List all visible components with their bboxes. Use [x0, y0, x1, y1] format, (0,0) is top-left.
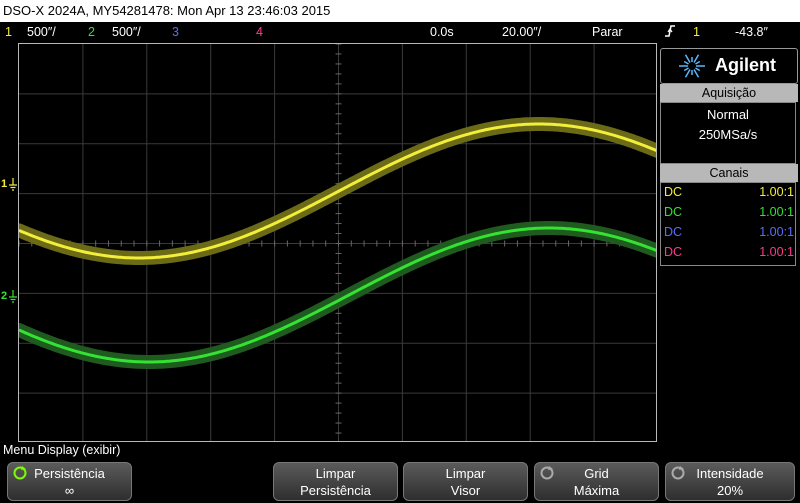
ch1-scale[interactable]: 500″/ [27, 25, 56, 39]
channel-coupling: DC [664, 225, 683, 239]
softkey-intensity[interactable]: Intensidade 20% [665, 462, 795, 501]
softkey-value: 20% [716, 483, 744, 498]
spark-ray [684, 54, 691, 63]
channel-row: DC 1.00:1 [664, 225, 794, 243]
ch1-waveform [19, 122, 656, 260]
channel-coupling: DC [664, 205, 683, 219]
run-state[interactable]: Parar [592, 25, 623, 39]
acquisition-header: Aquisição [660, 84, 798, 102]
softkey-label: Persistência [34, 466, 105, 481]
channel-probe: 1.00:1 [759, 205, 794, 219]
agilent-spark-icon [679, 54, 705, 78]
acquisition-rate: 250MSa/s [698, 127, 758, 142]
menu-title: Menu Display (exibir) [3, 443, 121, 457]
ch1-ground-marker[interactable]: 1 [1, 178, 17, 191]
ch3-number[interactable]: 3 [172, 25, 179, 39]
softkey-value: ∞ [64, 483, 75, 498]
waveform-display[interactable] [18, 43, 657, 442]
channel-probe: 1.00:1 [759, 185, 794, 199]
softkey-label: Intensidade [696, 466, 764, 481]
channel-row: DC 1.00:1 [664, 205, 794, 223]
trigger-level[interactable]: -43.8″ [735, 25, 768, 39]
ground-icon [9, 178, 17, 191]
softkey-value: Máxima [573, 483, 620, 498]
channel-coupling: DC [664, 245, 683, 259]
spark-ray [695, 67, 701, 72]
trigger-edge-icon [664, 24, 676, 41]
softkey-label: Grid [584, 466, 609, 481]
softkey-clear-display[interactable]: Limpar Visor [403, 462, 528, 501]
ch4-number[interactable]: 4 [256, 25, 263, 39]
channel-row: DC 1.00:1 [664, 245, 794, 263]
window-title: DSO-X 2024A, MY54281478: Mon Apr 13 23:4… [0, 0, 800, 22]
brand-logo: Agilent [660, 48, 798, 84]
spark-ray [684, 69, 691, 78]
ch2-number[interactable]: 2 [88, 25, 95, 39]
trigger-source[interactable]: 1 [693, 25, 700, 39]
softkey-label: Limpar [315, 466, 356, 481]
channel-row: DC 1.00:1 [664, 185, 794, 203]
spark-ray [683, 60, 689, 65]
channel-coupling: DC [664, 185, 683, 199]
softkey-value: Visor [450, 483, 481, 498]
spark-ray [683, 67, 689, 72]
softkey-clear-persistence[interactable]: Limpar Persistência [273, 462, 398, 501]
spark-ray [693, 54, 700, 63]
time-delay[interactable]: 0.0s [430, 25, 454, 39]
ch1-number[interactable]: 1 [5, 25, 12, 39]
acquisition-mode: Normal [707, 107, 749, 122]
rotate-knob-icon [13, 466, 27, 480]
channel-probe: 1.00:1 [759, 245, 794, 259]
ground-icon [9, 290, 17, 303]
ch1-marker-label: 1 [1, 178, 8, 190]
rotate-knob-icon [671, 466, 685, 480]
ch2-marker-label: 2 [1, 290, 8, 302]
channels-panel[interactable]: DC 1.00:1 DC 1.00:1 DC 1.00:1 DC 1.00:1 [660, 182, 796, 266]
softkey-value: Persistência [300, 483, 371, 498]
spark-ray [693, 69, 700, 78]
spark-ray [695, 60, 701, 65]
softkey-persistence[interactable]: Persistência ∞ [7, 462, 132, 501]
channels-header: Canais [660, 164, 798, 182]
time-scale[interactable]: 20.00″/ [502, 25, 542, 39]
channel-probe: 1.00:1 [759, 225, 794, 239]
softkey-grid[interactable]: Grid Máxima [534, 462, 659, 501]
ch2-waveform [19, 226, 656, 364]
softkey-label: Limpar [445, 466, 486, 481]
rotate-knob-icon [540, 466, 554, 480]
acquisition-panel[interactable]: Normal 250MSa/s [660, 102, 796, 164]
waveform-canvas [19, 44, 656, 441]
ch2-ground-marker[interactable]: 2 [1, 290, 17, 303]
status-bar: 1 500″/ 2 500″/ 3 4 0.0s 20.00″/ Parar 1… [0, 22, 800, 42]
ch2-scale[interactable]: 500″/ [112, 25, 141, 39]
brand-name: Agilent [715, 55, 776, 75]
